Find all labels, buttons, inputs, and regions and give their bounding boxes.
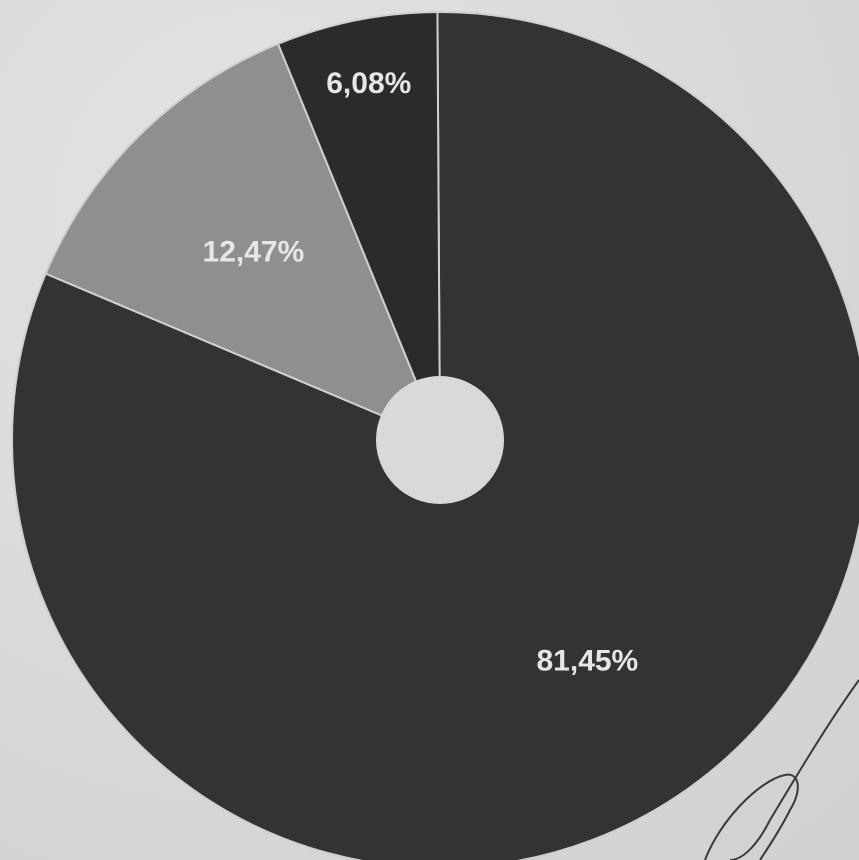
slice-group: [11, 11, 859, 860]
slice-label: 81,45%: [536, 645, 638, 678]
slice-label: 6,08%: [326, 67, 411, 100]
pie-slice: [11, 11, 859, 860]
slice-label: 12,47%: [203, 235, 305, 268]
pie-slice: [276, 11, 441, 441]
donut-hole: [376, 376, 504, 504]
pie-slice: [44, 42, 442, 442]
handwritten-signature: [704, 679, 859, 860]
label-group: 81,45% 12,47% 6,08%: [203, 67, 639, 677]
